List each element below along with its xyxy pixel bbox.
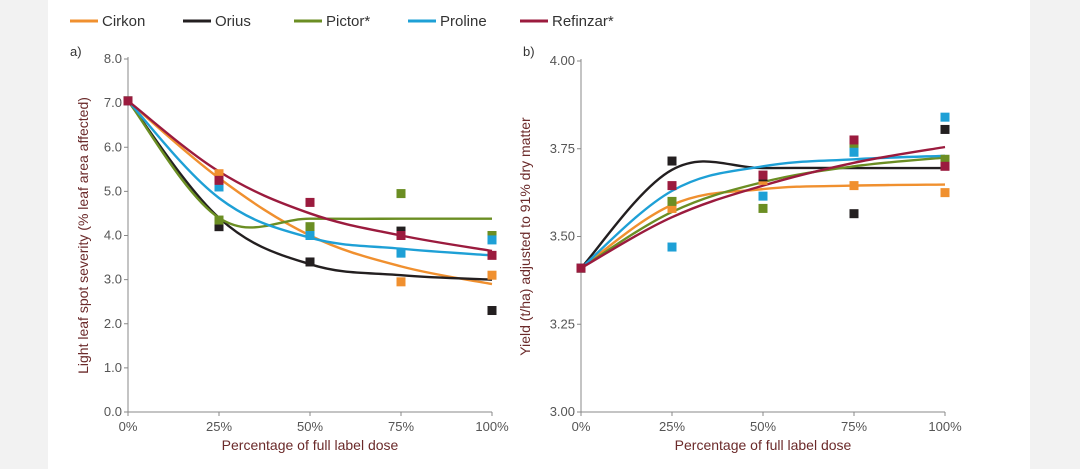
chart-b-point-pictor [758, 203, 768, 213]
legend-label-orius: Orius [215, 13, 251, 30]
chart-b: b) 3.00 3.25 3.50 3.75 4.00 0% 25% 50% 75% 100% Per… [517, 44, 962, 453]
chart-a-point-pictor [396, 189, 406, 199]
chart-a-y-tick-label: 1.0 [104, 360, 122, 375]
chart-b-point-orius [667, 156, 677, 166]
chart-a-point-proline [214, 182, 224, 192]
chart-a-y-tick-label: 6.0 [104, 139, 122, 154]
chart-a-curve-refinzar [127, 99, 493, 253]
chart-a-point-refinzar [214, 175, 224, 185]
chart-a-curve-orius [127, 100, 493, 281]
chart-a-point-orius [214, 222, 224, 232]
chart-a-point-pictor [214, 215, 224, 225]
chart-a-curve-cirkon [127, 100, 493, 286]
chart-b-x-axis-label: Percentage of full label dose [675, 437, 852, 453]
chart-b-x-tick-label: 0% [572, 419, 591, 434]
chart-a-point-cirkon [214, 169, 224, 179]
chart-b-x-tick-label: 50% [750, 419, 776, 434]
legend: Cirkon Orius Pictor* Proline Refinzar* [70, 13, 614, 30]
chart-b-y-tick-label: 3.00 [550, 404, 575, 419]
chart-b-point-refinzar [576, 263, 586, 273]
chart-a-point-proline [305, 231, 315, 240]
chart-b-point-pictor [940, 154, 950, 164]
chart-a-curve-pictor [127, 100, 492, 229]
chart-b-y-tick-label: 3.50 [550, 229, 575, 244]
chart-b-y-tick-label: 3.75 [550, 141, 575, 156]
chart-b-y-tick-label: 3.25 [550, 316, 575, 331]
chart-a-y-tick-label: 8.0 [104, 51, 122, 66]
figure-panel: Cirkon Orius Pictor* Proline Refinzar* a) 0.0… [48, 0, 1030, 469]
chart-a-y-tick-label: 2.0 [104, 316, 122, 331]
chart-b-point-proline [849, 147, 859, 157]
chart-b-point-refinzar [849, 135, 859, 145]
chart-a-point-cirkon [487, 270, 497, 280]
chart-b-curve-refinzar [580, 145, 946, 270]
chart-a-point-refinzar [305, 197, 315, 207]
chart-a-point-orius [487, 306, 497, 316]
chart-b-point-refinzar [940, 161, 950, 171]
chart-a-x-tick-label: 25% [206, 419, 232, 434]
chart-a-panel-label: a) [70, 44, 82, 59]
chart-a-y-tick-label: 7.0 [104, 95, 122, 110]
chart-b-y-tick-label: 4.00 [550, 53, 575, 68]
chart-b-panel-label: b) [523, 44, 535, 59]
chart-a-point-refinzar [396, 231, 406, 240]
legend-label-proline: Proline [440, 13, 487, 30]
chart-b-point-cirkon [849, 181, 859, 191]
chart-a-y-tick-label: 4.0 [104, 228, 122, 243]
chart-a: a) 0.0 1.0 2.0 3.0 4.0 5.0 6.0 7.0 8.0 0% 25% 50% 75%… [70, 44, 509, 453]
chart-b-x-tick-label: 25% [659, 419, 685, 434]
chart-b-y-axis-label: Yield (t/ha) adjusted to 91% dry matter [517, 117, 533, 356]
chart-b-point-refinzar [667, 181, 677, 191]
chart-a-x-tick-label: 100% [475, 419, 509, 434]
chart-b-point-proline [940, 112, 950, 122]
legend-label-refinzar: Refinzar* [552, 13, 614, 30]
chart-a-y-axis-label: Light leaf spot severity (% leaf area af… [75, 97, 91, 374]
chart-a-y-tick-label: 5.0 [104, 183, 122, 198]
chart-a-x-tick-label: 75% [388, 419, 414, 434]
chart-a-point-pictor [305, 222, 315, 232]
chart-b-point-proline [758, 191, 768, 201]
chart-b-point-proline [667, 242, 677, 252]
chart-b-x-tick-label: 100% [928, 419, 962, 434]
chart-a-point-refinzar [123, 96, 133, 106]
chart-a-point-refinzar [487, 250, 497, 260]
chart-b-point-cirkon [667, 203, 677, 213]
chart-a-x-tick-label: 0% [119, 419, 138, 434]
chart-b-point-cirkon [940, 188, 950, 198]
chart-a-point-cirkon [396, 277, 406, 287]
chart-b-point-pictor [667, 196, 677, 206]
chart-b-point-refinzar [758, 170, 768, 180]
chart-b-point-orius [849, 209, 859, 219]
chart-a-y-tick-label: 0.0 [104, 404, 122, 419]
chart-b-point-orius [940, 124, 950, 134]
legend-label-cirkon: Cirkon [102, 13, 145, 30]
chart-a-point-proline [396, 248, 406, 258]
chart-b-x-tick-label: 75% [841, 419, 867, 434]
chart-a-point-orius [305, 257, 315, 267]
chart-a-y-tick-label: 3.0 [104, 272, 122, 287]
figure-svg: Cirkon Orius Pictor* Proline Refinzar* a) 0.0… [70, 13, 962, 453]
chart-a-x-tick-label: 50% [297, 419, 323, 434]
chart-b-curve-cirkon [580, 183, 946, 270]
legend-label-pictor: Pictor* [326, 13, 370, 30]
chart-a-x-axis-label: Percentage of full label dose [222, 437, 399, 453]
chart-a-point-proline [487, 235, 497, 245]
